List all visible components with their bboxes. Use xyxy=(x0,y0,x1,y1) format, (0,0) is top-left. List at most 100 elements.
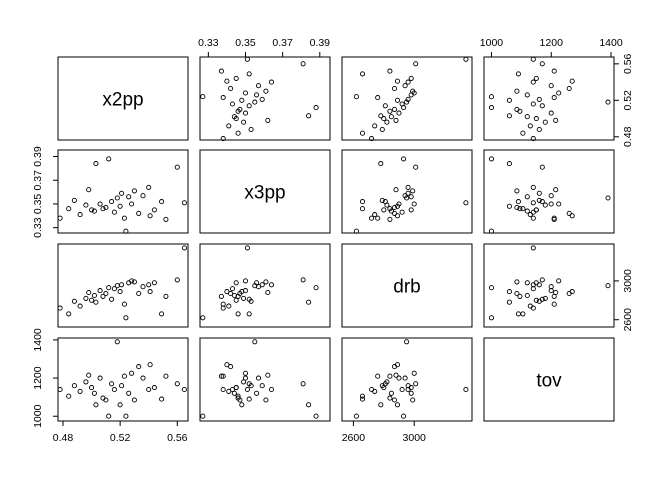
data-point xyxy=(394,78,401,84)
data-point xyxy=(146,386,152,393)
data-point xyxy=(542,119,548,125)
data-point xyxy=(514,290,520,297)
data-point xyxy=(121,373,127,379)
data-point xyxy=(126,390,132,396)
data-point xyxy=(605,195,611,201)
data-point xyxy=(536,190,542,196)
data-point xyxy=(220,386,226,393)
y-axis-x2pp: 0.48 0.52 0.56 xyxy=(614,53,634,147)
data-point xyxy=(111,209,117,215)
data-point xyxy=(391,204,398,211)
data-point xyxy=(520,206,526,212)
data-point xyxy=(463,200,469,206)
data-point xyxy=(121,301,127,307)
data-point xyxy=(539,296,545,302)
data-point xyxy=(71,298,77,304)
data-point xyxy=(393,187,399,193)
data-point xyxy=(146,184,152,190)
data-point xyxy=(228,85,234,92)
data-point xyxy=(402,375,408,381)
data-point xyxy=(200,94,206,100)
data-point xyxy=(394,97,401,103)
data-point xyxy=(506,299,512,305)
y-axis-drb: 2600 3000 xyxy=(614,269,634,331)
data-point xyxy=(359,396,366,402)
data-point xyxy=(200,315,206,321)
data-point xyxy=(394,213,401,219)
data-point xyxy=(413,381,419,387)
data-point xyxy=(181,245,187,251)
data-point xyxy=(109,199,115,205)
data-point xyxy=(359,130,366,136)
data-point xyxy=(533,280,539,286)
data-point xyxy=(488,228,495,234)
data-point xyxy=(159,199,165,205)
data-point xyxy=(391,397,398,403)
data-point xyxy=(605,99,611,105)
data-point xyxy=(259,383,265,389)
data-point xyxy=(306,299,312,305)
data-point xyxy=(514,88,520,94)
data-point xyxy=(57,215,63,221)
data-point xyxy=(388,114,394,120)
data-point xyxy=(136,290,142,297)
axes-layer: 0.33 0.35 0.37 0.39 1000 1200 1400 0.48 0.52 0.56… xyxy=(32,37,634,444)
data-point xyxy=(556,278,562,284)
data-point xyxy=(220,136,226,142)
data-point xyxy=(248,126,254,133)
data-point xyxy=(375,95,381,101)
data-point xyxy=(533,75,539,81)
data-point xyxy=(396,110,402,116)
variable-label-x3pp: x3pp xyxy=(244,183,285,204)
data-point xyxy=(231,114,237,120)
data-point xyxy=(97,201,103,207)
panel-x3pp-vs-x2pp xyxy=(57,149,189,234)
data-point xyxy=(387,108,393,114)
data-point xyxy=(66,393,72,399)
data-point xyxy=(530,184,536,190)
data-point xyxy=(129,370,135,376)
data-point xyxy=(517,293,523,299)
data-point xyxy=(254,280,260,286)
x-tick-label: 1000 xyxy=(480,37,504,49)
data-point xyxy=(103,204,109,211)
panel-drb-vs-tov xyxy=(483,243,615,328)
data-point xyxy=(391,210,398,216)
data-point xyxy=(405,96,411,102)
data-point xyxy=(140,375,146,381)
data-point xyxy=(218,293,224,299)
data-point xyxy=(382,103,388,109)
data-point xyxy=(106,156,112,162)
panel-x2pp-vs-x3pp xyxy=(199,56,331,142)
data-point xyxy=(268,79,275,85)
panel-frame xyxy=(341,243,473,328)
data-point xyxy=(536,197,542,203)
data-point xyxy=(404,99,410,105)
data-point xyxy=(551,293,557,299)
data-point xyxy=(174,164,180,170)
data-point xyxy=(123,315,129,321)
panel-drb-vs-x2pp xyxy=(57,243,189,328)
data-point xyxy=(372,388,378,394)
data-point xyxy=(147,362,153,368)
y-axis-tov: 1000 1200 1400 xyxy=(32,328,58,428)
data-point xyxy=(242,375,249,381)
x-tick-label: 0.39 xyxy=(310,37,331,49)
data-point xyxy=(515,199,521,205)
data-point xyxy=(136,210,142,216)
data-point xyxy=(533,207,539,213)
data-point xyxy=(408,390,414,396)
data-point xyxy=(119,282,125,288)
data-point xyxy=(527,303,533,309)
x-tick-label: 0.56 xyxy=(167,432,188,444)
data-point xyxy=(520,130,526,136)
data-point xyxy=(93,299,99,305)
data-point xyxy=(530,79,536,85)
panel-frame xyxy=(57,149,189,234)
x-tick-label: 3000 xyxy=(403,432,427,444)
data-point xyxy=(359,199,366,205)
data-point xyxy=(163,216,169,222)
data-point xyxy=(408,194,414,200)
data-point xyxy=(181,200,187,206)
data-point xyxy=(569,78,575,84)
